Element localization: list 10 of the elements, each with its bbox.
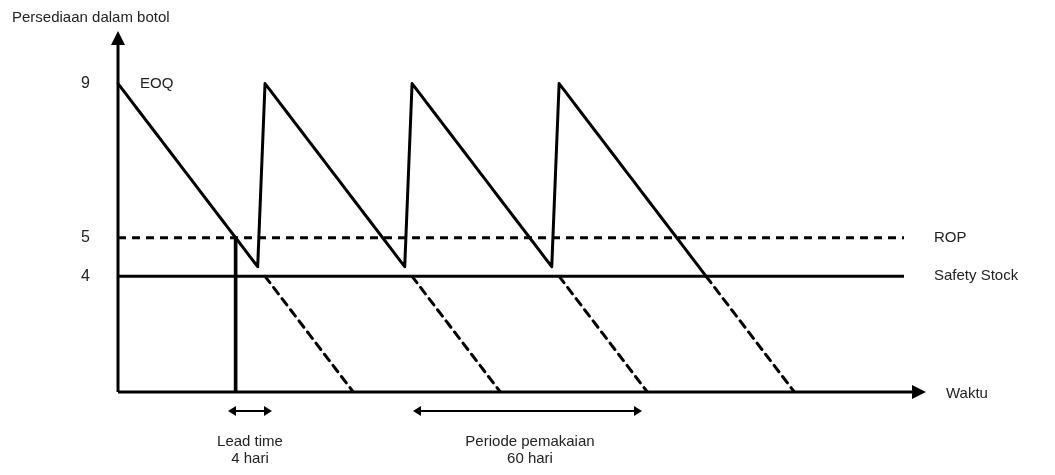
y-tick-label: 5 (81, 228, 91, 246)
y-axis-title: Persediaan dalam botol (12, 8, 170, 25)
text: Lead time 4 hari (216, 432, 284, 466)
annotation: EOQ (140, 73, 174, 91)
ref-line-label: ROP (934, 227, 967, 245)
y-tick-label: 4 (81, 266, 91, 284)
ref-line-label: Safety Stock (934, 266, 1019, 284)
x-axis-title: Waktu (946, 384, 988, 402)
y-tick-label: 9 (81, 73, 91, 91)
text: Periode pemakaian 60 hari (464, 432, 596, 466)
